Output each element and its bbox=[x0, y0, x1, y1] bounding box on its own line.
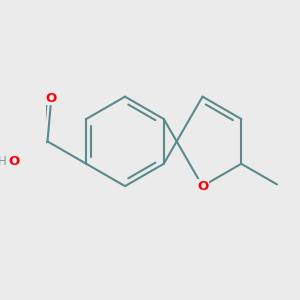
Text: O: O bbox=[8, 155, 20, 168]
Text: O: O bbox=[45, 92, 56, 105]
Text: H: H bbox=[0, 155, 7, 168]
Text: O: O bbox=[197, 180, 208, 193]
